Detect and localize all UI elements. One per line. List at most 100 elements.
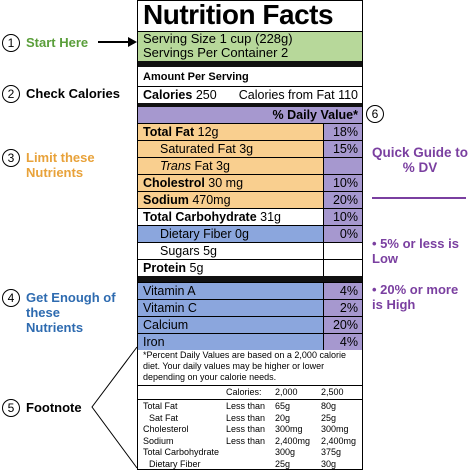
- footnote: *Percent Daily Values are based on a 2,0…: [143, 350, 346, 382]
- step-number: 5: [2, 399, 20, 417]
- nutrient-amount: 470mg: [192, 193, 231, 207]
- nutrient-cell: Saturated Fat 3g: [138, 141, 323, 157]
- footnote-cell: 300mg: [321, 424, 349, 434]
- nutrient-amount: 30 mg: [208, 176, 244, 190]
- dv-value: 0%: [339, 227, 358, 241]
- nutrient-amount: 0g: [235, 227, 249, 241]
- footnote-cell: 20g: [275, 412, 291, 423]
- footnote-header: 2,000: [275, 387, 298, 397]
- nutrient-name: Dietary Fiber: [160, 227, 232, 241]
- vitamin-row: Vitamin A 4%: [138, 282, 362, 299]
- vitamin-dv: 2%: [323, 300, 362, 316]
- nutrient-name: Total Carbohydrate: [143, 210, 257, 224]
- guide-item: • 20% or more is High: [372, 282, 459, 312]
- footnote-cell: Sodium: [143, 435, 174, 446]
- vitamin-name: Vitamin A: [138, 283, 323, 299]
- rule: [138, 385, 362, 386]
- nutrient-row: Sodium 470mg 20%: [138, 191, 362, 208]
- annotation: Footnote: [26, 400, 82, 415]
- dv-cell: 20%: [323, 192, 362, 208]
- dv-cell: 10%: [323, 175, 362, 191]
- step-number: 6: [366, 105, 384, 123]
- nutrient-amount: 5g: [203, 244, 217, 258]
- dv-cell: [323, 158, 362, 174]
- dv-cell: 0%: [323, 226, 362, 242]
- nutrient-row: Trans Fat 3g: [138, 157, 362, 174]
- dv-cell: 15%: [323, 141, 362, 157]
- step-number: 4: [2, 289, 20, 307]
- nutrient-cell: Protein 5g: [138, 260, 323, 276]
- calories-row: Calories 250 Calories from Fat 110: [138, 86, 362, 103]
- nutrient-cell: Sodium 470mg: [138, 192, 323, 208]
- annotation: Limit these Nutrients: [26, 150, 95, 180]
- footnote-header: Calories:: [226, 387, 262, 397]
- footnote-cell: Less than: [226, 424, 266, 434]
- calories-cell: Calories 250: [138, 87, 239, 103]
- nutrition-label: Nutrition Facts Serving Size 1 cup (228g…: [137, 0, 363, 470]
- footnote-cell: Sat Fat: [149, 412, 179, 423]
- step-number: 2: [2, 85, 20, 103]
- vitamin-name: Iron: [138, 334, 323, 350]
- nutrient-amount: 12g: [197, 125, 219, 139]
- rule: [138, 399, 362, 400]
- nutrient-cell: Cholestrol 30 mg: [138, 175, 323, 191]
- nutrient-cell: Total Carbohydrate 31g: [138, 209, 323, 225]
- nutrient-name: Cholestrol: [143, 176, 205, 190]
- vitamin-row: Iron 4%: [138, 333, 362, 350]
- vitamin-row: Calcium 20%: [138, 316, 362, 333]
- footnote-cell: Less than: [226, 435, 266, 446]
- footnote-cell: 2,400mg: [275, 435, 311, 446]
- nutrient-name: Trans: [160, 159, 192, 173]
- rule: [138, 276, 362, 282]
- nutrient-amount: 3g: [239, 142, 254, 156]
- nutrient-name: Sodium: [143, 193, 189, 207]
- annotation: Get Enough of these Nutrients: [26, 290, 116, 335]
- nutrient-row: Saturated Fat 3g 15%: [138, 140, 362, 157]
- footnote-cell: 80g: [321, 401, 337, 411]
- nutrient-row: Protein 5g: [138, 259, 362, 276]
- label-title: Nutrition Facts: [143, 0, 334, 30]
- dv-value: 20%: [332, 193, 358, 207]
- vitamin-name: Vitamin C: [138, 300, 323, 316]
- nutrient-cell: Dietary Fiber 0g: [138, 226, 323, 242]
- footnote-cell: 2,400mg: [321, 435, 357, 446]
- nutrient-amount: 31g: [260, 210, 282, 224]
- nutrient-name: Saturated Fat: [160, 142, 236, 156]
- rule: [138, 61, 362, 67]
- step-number: 1: [2, 34, 20, 52]
- dv-value: 15%: [332, 142, 358, 156]
- dv-value: 10%: [332, 176, 358, 190]
- nutrient-name: Protein: [143, 261, 187, 275]
- footnote-cell: Dietary Fiber: [149, 458, 201, 469]
- footnote-cell: 30g: [321, 458, 337, 469]
- dv-cell: 10%: [323, 209, 362, 225]
- vitamin-dv: 4%: [323, 334, 362, 350]
- nutrient-cell: Total Fat 12g: [138, 124, 323, 140]
- vitamin-dv: 20%: [323, 317, 362, 333]
- dv-header: % Daily Value*: [138, 107, 362, 124]
- footnote-cell: Less than: [226, 401, 266, 411]
- footnote-cell: 375g: [321, 447, 342, 457]
- nutrient-cell: Sugars 5g: [138, 243, 323, 259]
- nutrient-row: Total Carbohydrate 31g 10%: [138, 208, 362, 225]
- nutrient-row: Sugars 5g: [138, 242, 362, 259]
- footnote-cell: Total Fat: [143, 401, 178, 411]
- dv-cell: [323, 243, 362, 259]
- footnote-cell: Cholesterol: [143, 424, 189, 434]
- guide-item: • 5% or less is Low: [372, 236, 459, 266]
- vitamin-row: Vitamin C 2%: [138, 299, 362, 316]
- annotation: Check Calories: [26, 86, 120, 101]
- nutrient-amount: 5g: [189, 261, 204, 275]
- dv-value: 10%: [332, 210, 358, 224]
- footnote-cell: 65g: [275, 401, 291, 411]
- nutrient-row: Dietary Fiber 0g 0%: [138, 225, 362, 242]
- footnote-cell: Total Carbohydrate: [143, 447, 220, 457]
- calories-value: 250: [195, 88, 217, 102]
- rule: [138, 103, 362, 107]
- amount-per-serving: Amount Per Serving: [143, 71, 249, 83]
- nutrient-row: Total Fat 12g 18%: [138, 123, 362, 140]
- step-number: 3: [2, 149, 20, 167]
- serving-size: Serving Size 1 cup (228g): [143, 31, 293, 46]
